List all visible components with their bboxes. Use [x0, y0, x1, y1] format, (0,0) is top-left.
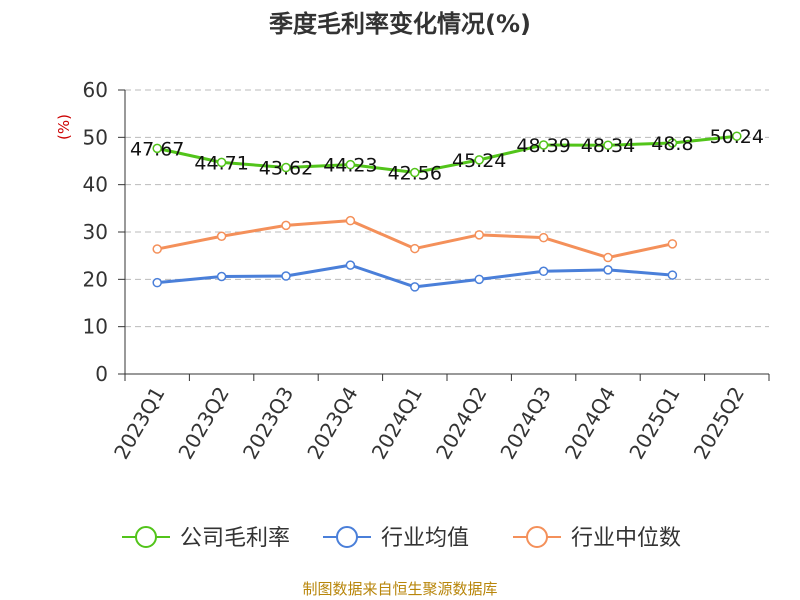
source-note: 制图数据来自恒生聚源数据库 [302, 580, 497, 598]
y-axis-label: (%) [55, 114, 73, 140]
data-point[interactable] [667, 138, 678, 148]
data-point[interactable] [216, 157, 227, 168]
data-point[interactable] [345, 260, 356, 270]
x-tick-label: 2023Q1 [109, 383, 169, 464]
data-point[interactable] [603, 265, 613, 275]
x-tick-label: 2025Q2 [689, 383, 749, 464]
series-0 [152, 131, 742, 178]
x-tick-label: 2023Q3 [238, 383, 298, 464]
data-point[interactable] [474, 230, 484, 240]
legend-marker [526, 526, 548, 548]
data-point[interactable] [152, 277, 162, 288]
x-tick-label: 2024Q1 [367, 383, 427, 464]
data-label: 48.8 [651, 133, 693, 155]
data-point[interactable] [281, 220, 291, 231]
data-point[interactable] [410, 282, 420, 292]
legend-label: 行业均值 [381, 526, 469, 551]
legend[interactable]: 公司毛利率 行业均值 行业中位数 [122, 526, 681, 551]
x-tick-label: 2024Q4 [560, 383, 620, 464]
y-tick-label: 20 [83, 267, 108, 291]
y-tick-label: 60 [83, 78, 108, 102]
data-point[interactable] [345, 159, 356, 170]
legend-label: 公司毛利率 [180, 526, 290, 551]
legend-label: 行业中位数 [571, 526, 681, 551]
y-tick-label: 0 [95, 362, 108, 386]
data-point[interactable] [474, 155, 484, 165]
data-label: 43.62 [259, 158, 313, 180]
data-point[interactable] [603, 252, 613, 263]
x-tick-label: 2023Q2 [173, 383, 233, 464]
y-tick-label: 50 [83, 125, 108, 149]
data-labels: 47.67 44.71 43.62 44.23 42.56 45.24 48.39 48.34… [130, 126, 764, 184]
data-point[interactable] [281, 162, 291, 173]
data-point[interactable] [216, 271, 227, 282]
data-label: 42.56 [388, 163, 442, 185]
x-tick-label: 2023Q4 [302, 383, 362, 464]
data-point[interactable] [667, 270, 678, 280]
data-point[interactable] [152, 143, 162, 154]
legend-marker [135, 526, 157, 548]
data-point[interactable] [474, 274, 484, 285]
data-point[interactable] [410, 167, 420, 178]
data-label: 48.39 [516, 135, 570, 157]
legend-item-1[interactable]: 行业均值 [323, 526, 469, 551]
data-point[interactable] [667, 239, 678, 249]
data-label: 44.23 [323, 155, 377, 177]
legend-marker [336, 526, 358, 548]
x-tick-label: 2025Q1 [624, 383, 684, 464]
data-label: 44.71 [194, 152, 248, 174]
x-tick-label: 2024Q2 [431, 383, 491, 464]
data-point[interactable] [538, 232, 549, 243]
data-point[interactable] [538, 140, 549, 150]
y-tick-label: 10 [83, 315, 108, 339]
data-point[interactable] [410, 243, 420, 254]
data-label: 47.67 [130, 138, 184, 160]
data-label: 50.24 [710, 126, 764, 148]
y-tick-label: 30 [83, 220, 108, 244]
chart-title: 季度毛利率变化情况(%) [269, 10, 531, 38]
series-line [156, 134, 737, 175]
data-label: 45.24 [452, 150, 506, 172]
data-point[interactable] [603, 140, 613, 150]
data-point[interactable] [216, 231, 227, 242]
data-point[interactable] [152, 244, 162, 254]
y-tick-label: 40 [83, 173, 108, 197]
series-1 [152, 260, 678, 292]
data-point[interactable] [732, 131, 742, 141]
series-lines [152, 131, 742, 292]
series-2 [152, 215, 678, 263]
data-point[interactable] [538, 266, 549, 277]
legend-item-2[interactable]: 行业中位数 [513, 526, 681, 551]
legend-item-0[interactable]: 公司毛利率 [122, 526, 290, 551]
data-point[interactable] [281, 271, 291, 281]
x-tick-label: 2024Q3 [495, 383, 555, 464]
data-label: 48.34 [581, 135, 635, 157]
data-point[interactable] [345, 215, 356, 226]
gridlines [125, 89, 769, 328]
